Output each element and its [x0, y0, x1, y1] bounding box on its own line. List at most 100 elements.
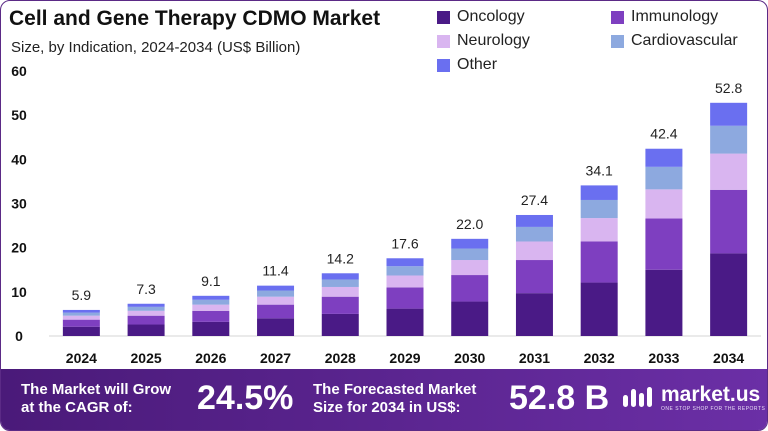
bar-segment-cardiovascular [515, 226, 553, 242]
bar-segment-other [257, 285, 295, 291]
x-tick-label: 2027 [260, 350, 291, 366]
bar-segment-immunology [515, 260, 553, 294]
legend-swatch-neurology [437, 34, 450, 48]
legend-item-oncology: Oncology [437, 8, 525, 26]
bar-segment-cardiovascular [257, 290, 295, 297]
bar-segment-neurology [321, 286, 359, 297]
bar-total-label: 5.9 [72, 287, 92, 303]
bar-segment-cardiovascular [321, 279, 359, 287]
bar-total-label: 9.1 [201, 273, 221, 289]
bar-segment-neurology [580, 218, 618, 242]
x-tick-label: 2034 [713, 350, 744, 366]
x-tick-label: 2025 [131, 350, 162, 366]
bar-total-label: 34.1 [586, 162, 613, 178]
legend-item-neurology: Neurology [437, 32, 530, 50]
bar-segment-other [451, 238, 489, 249]
bar-segment-cardiovascular [645, 166, 683, 190]
bar-segment-immunology [321, 296, 359, 314]
bar-segment-other [192, 295, 230, 300]
bar-segment-neurology [62, 315, 100, 320]
x-tick-label: 2032 [584, 350, 615, 366]
chart-subtitle: Size, by Indication, 2024-2034 (US$ Bill… [11, 39, 301, 56]
bar-total-label: 27.4 [521, 192, 548, 208]
bar-segment-oncology [386, 308, 424, 336]
y-tick-label: 60 [11, 63, 27, 79]
bar-segment-immunology [257, 304, 295, 319]
bar-segment-cardiovascular [62, 312, 100, 316]
brand-logo: market.us ONE STOP SHOP FOR THE REPORTS [621, 383, 765, 413]
bar-segment-immunology [386, 287, 424, 309]
bar-segment-neurology [710, 153, 748, 190]
legend-label-cardiovascular: Cardiovascular [631, 32, 738, 49]
bar-segment-cardiovascular [127, 306, 165, 311]
y-tick-label: 0 [15, 328, 23, 344]
bar-total-label: 14.2 [327, 250, 354, 266]
bar-segment-oncology [710, 253, 748, 336]
bar-total-label: 42.4 [650, 126, 677, 142]
bar-segment-neurology [451, 260, 489, 276]
forecast-value: 52.8 B [509, 379, 610, 417]
bar-total-label: 7.3 [136, 281, 156, 297]
bar-segment-cardiovascular [451, 248, 489, 261]
bar-segment-immunology [127, 315, 165, 325]
x-tick-label: 2026 [195, 350, 226, 366]
bar-segment-immunology [62, 319, 100, 327]
bar-segment-oncology [62, 326, 100, 336]
bar-segment-neurology [257, 296, 295, 305]
legend-label-immunology: Immunology [631, 8, 719, 25]
y-tick-label: 50 [11, 107, 27, 123]
legend-item-cardiovascular: Cardiovascular [611, 32, 738, 50]
cagr-value: 24.5% [197, 379, 294, 417]
brand-name: market.us [661, 383, 761, 406]
bar-segment-neurology [127, 310, 165, 316]
bar-total-label: 11.4 [262, 263, 288, 279]
x-tick-label: 2024 [66, 350, 97, 366]
bar-segment-neurology [515, 241, 553, 261]
legend-item-immunology: Immunology [611, 8, 718, 26]
bar-segment-oncology [580, 282, 618, 336]
legend-label-oncology: Oncology [457, 8, 525, 25]
bar-segment-oncology [192, 321, 230, 336]
market-us-logo-icon [623, 387, 652, 407]
bar-segment-oncology [451, 301, 489, 336]
bar-segment-neurology [645, 189, 683, 219]
legend-label-other: Other [457, 56, 498, 73]
bar-total-label: 22.0 [456, 216, 483, 232]
bar-segment-oncology [257, 318, 295, 336]
chart-title: Cell and Gene Therapy CDMO Market [9, 7, 381, 30]
bar-segment-immunology [580, 241, 618, 283]
legend-swatch-immunology [611, 10, 624, 24]
x-tick-label: 2031 [519, 350, 550, 366]
bar-segment-other [580, 185, 618, 200]
bar-segment-oncology [127, 324, 165, 336]
x-tick-label: 2029 [389, 350, 420, 366]
legend-item-other: Other [437, 56, 497, 74]
bar-segment-immunology [451, 275, 489, 302]
x-tick-label: 2030 [454, 350, 485, 366]
forecast-label-line2: Size for 2034 in US$: [313, 399, 461, 416]
y-tick-label: 40 [11, 151, 27, 167]
y-tick-label: 10 [11, 284, 27, 300]
cagr-label: The Market will Grow at the CAGR of: [21, 381, 171, 417]
bar-segment-immunology [645, 218, 683, 270]
bar-segment-immunology [192, 310, 230, 322]
bar-segment-neurology [192, 304, 230, 311]
bar-segment-other [62, 309, 100, 313]
forecast-label: The Forecasted Market Size for 2034 in U… [313, 381, 476, 417]
cagr-label-line1: The Market will Grow [21, 381, 172, 398]
bar-segment-oncology [321, 313, 359, 336]
bar-segment-oncology [515, 293, 553, 336]
bar-segment-other [386, 258, 424, 267]
bar-segment-other [127, 303, 165, 307]
legend-swatch-oncology [437, 10, 450, 24]
bar-segment-cardiovascular [710, 125, 748, 154]
bar-segment-cardiovascular [580, 199, 618, 219]
bar-segment-neurology [386, 275, 424, 288]
cagr-label-line2: at the CAGR of: [21, 399, 133, 416]
legend-swatch-other [437, 58, 450, 72]
bar-segment-cardiovascular [192, 299, 230, 305]
bar-segment-oncology [645, 269, 683, 336]
legend-label-neurology: Neurology [457, 32, 530, 49]
footer-banner: The Market will Grow at the CAGR of: 24.… [1, 369, 767, 430]
